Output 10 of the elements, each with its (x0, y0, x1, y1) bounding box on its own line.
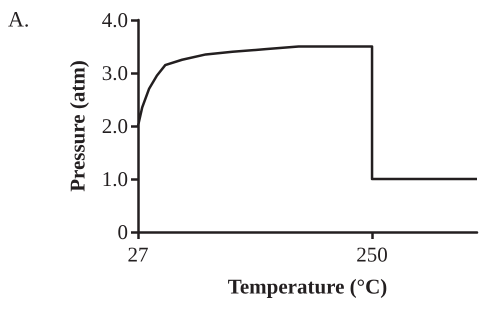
y-tick-label: 3.0 (102, 61, 128, 85)
text: A. (8, 6, 30, 32)
y-tick-label: 4.0 (102, 8, 128, 32)
x-tick-label: 250 (356, 242, 388, 266)
x-axis-title: Temperature (°C) (228, 274, 388, 298)
y-tick-label: 0 (118, 220, 128, 244)
y-tick-label: 1.0 (102, 167, 128, 191)
x-tick-label: 27 (128, 242, 148, 266)
y-tick-label: 2.0 (102, 114, 128, 138)
y-axis-title: Pressure (atm) (66, 60, 90, 192)
